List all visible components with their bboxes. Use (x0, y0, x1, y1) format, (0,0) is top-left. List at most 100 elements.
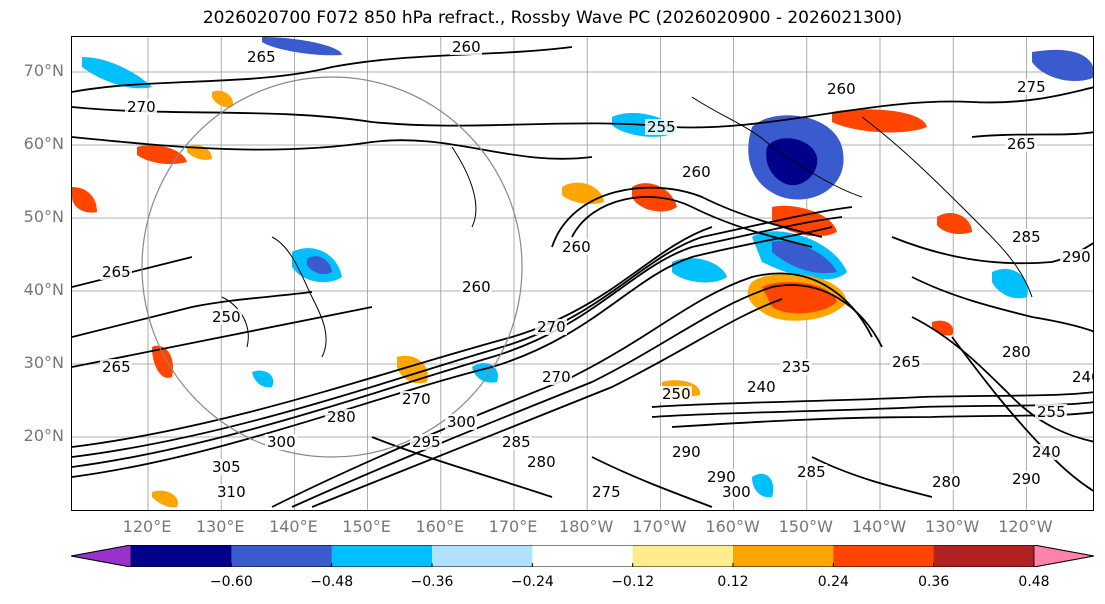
contour-label: 265 (102, 263, 131, 281)
coastlines (221, 96, 1033, 358)
graticule (72, 37, 1093, 510)
anomaly-negative (82, 57, 152, 89)
anomaly-negative (252, 370, 274, 388)
contour-label-bg (720, 484, 752, 500)
contour-label: 295 (412, 433, 441, 451)
contour-label-bg (560, 239, 592, 255)
longitude-label: 160°E (415, 517, 465, 536)
contour-label: 265 (1007, 135, 1036, 153)
contour-label-bg (590, 484, 622, 500)
longitude-label: 140°W (851, 517, 907, 536)
contour-label-bg (780, 359, 812, 375)
contour-label-bg (215, 484, 247, 500)
anomaly-positive (152, 345, 173, 378)
contour-label: 260 (682, 163, 711, 181)
contour-label-bg (460, 279, 492, 295)
contour-label-bg (210, 309, 242, 325)
contour-label: 280 (1002, 343, 1031, 361)
longitude-label: 130°E (195, 517, 245, 536)
contour-label: 305 (212, 458, 241, 476)
contour-label-bg (705, 469, 737, 485)
contour-label: 290 (1062, 248, 1091, 266)
contour-label-bg (1010, 471, 1042, 487)
contour-label-bg (1070, 369, 1093, 385)
contour-label-bg (825, 81, 857, 97)
colorbar-tick-label: −0.12 (611, 574, 655, 590)
region-circle (141, 76, 523, 458)
longitude-label: 150°E (342, 517, 391, 536)
latitude-label: 70°N (23, 61, 64, 80)
colorbar-segment (231, 545, 333, 567)
colorbar-segment (331, 545, 433, 567)
contour-label-bg (535, 319, 567, 335)
anomaly-positive (137, 145, 187, 165)
latitude-label: 40°N (23, 280, 64, 299)
contour-label-bg (125, 99, 157, 115)
anomaly-negative (992, 268, 1028, 299)
contour-label: 240 (747, 378, 776, 396)
contour-labels: 260 265 270 275 255 260 265 260 260 260 250 265 280 3… (100, 38, 1094, 501)
contour-label-bg (1000, 344, 1032, 360)
longitude-label: 170°W (632, 517, 687, 536)
colorbar-segment (632, 545, 734, 567)
contour-label: 260 (462, 278, 491, 296)
contour-label: 290 (672, 443, 701, 461)
colorbar-tick-label: −0.36 (410, 574, 454, 590)
contour-label: 265 (247, 48, 276, 66)
contour-label-bg (645, 119, 677, 135)
colorbar-segment (833, 545, 935, 567)
longitude-label: 160°W (705, 517, 760, 536)
longitude-label: 180°W (559, 517, 614, 536)
contour-label: 255 (1037, 403, 1066, 421)
contour-label: 300 (267, 433, 296, 451)
contour-label-bg (100, 264, 132, 280)
contour-label: 240 (1032, 443, 1061, 461)
latitude-label: 30°N (23, 353, 64, 372)
contour-label: 235 (782, 358, 811, 376)
contour-label: 280 (327, 408, 356, 426)
contour-label-bg (245, 49, 277, 65)
colorbar-tick-label: 0.12 (717, 574, 749, 590)
contour-label-bg (410, 434, 442, 450)
contour-label-bg (450, 39, 482, 55)
contour-label: 260 (562, 238, 591, 256)
contour-label: 270 (402, 390, 431, 408)
contour-label-bg (1030, 444, 1062, 460)
contour-label: 270 (127, 98, 156, 116)
contour-label-bg (500, 434, 532, 450)
colorbar-tick-label: 0.24 (817, 574, 849, 590)
contour-label-bg (100, 359, 132, 375)
contour-label: 260 (827, 80, 856, 98)
colorbar-tick-label: −0.60 (209, 574, 253, 590)
colorbar-tick-label: −0.48 (310, 574, 354, 590)
contour-label: 250 (662, 385, 691, 403)
anomaly-positive (212, 90, 233, 108)
map-canvas: 260 265 270 275 255 260 265 260 260 260 250 265 280 3… (72, 37, 1094, 510)
contour-label: 285 (1012, 228, 1041, 246)
contour-label-bg (525, 454, 557, 470)
contour-label-bg (210, 459, 242, 475)
anomaly-positive (832, 109, 927, 133)
colorbar-segment (131, 545, 232, 567)
anomaly-positive (562, 182, 604, 205)
contour-label: 250 (212, 308, 241, 326)
anomaly-positive (72, 187, 97, 213)
contour-label: 240 (1072, 368, 1094, 386)
latitude-label: 50°N (23, 207, 64, 226)
colorbar (71, 545, 1094, 567)
contour-label-bg (400, 391, 432, 407)
contour-label-bg (325, 409, 357, 425)
contour-label: 275 (1017, 78, 1046, 96)
contour-label: 300 (447, 413, 476, 431)
contour-label-bg (445, 414, 477, 430)
contour-label-bg (745, 379, 777, 395)
contour-label-bg (1015, 79, 1047, 95)
colorbar-segment (733, 545, 834, 567)
contour-label-bg (890, 354, 922, 370)
colorbar-segment (532, 545, 634, 567)
colorbar-extend-low (71, 545, 132, 567)
contour-label-bg (1035, 404, 1067, 420)
contour-label: 285 (502, 433, 531, 451)
anomaly-negative (307, 256, 332, 275)
anomaly-negative (772, 241, 837, 274)
